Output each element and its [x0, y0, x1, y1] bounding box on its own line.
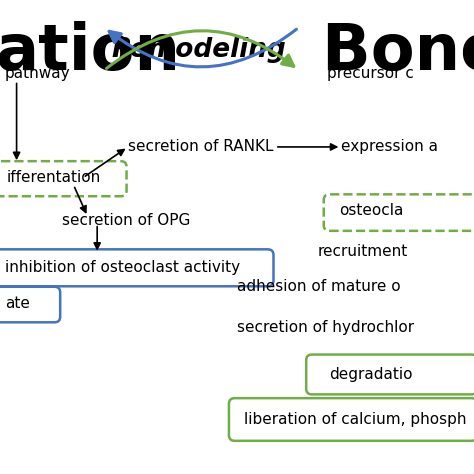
Text: Bone re: Bone re: [322, 21, 474, 83]
Text: secretion of OPG: secretion of OPG: [62, 213, 190, 228]
Text: adhesion of mature o: adhesion of mature o: [237, 279, 401, 294]
Text: Remodeling: Remodeling: [112, 37, 286, 63]
Text: ifferentation: ifferentation: [7, 170, 101, 185]
FancyBboxPatch shape: [0, 249, 273, 286]
FancyBboxPatch shape: [306, 355, 474, 394]
Text: ation: ation: [0, 21, 180, 83]
Text: osteocla: osteocla: [339, 203, 403, 219]
Text: degradatio: degradatio: [329, 367, 413, 382]
Text: inhibition of osteoclast activity: inhibition of osteoclast activity: [5, 260, 240, 275]
Text: secretion of RANKL: secretion of RANKL: [128, 139, 273, 155]
Text: expression a: expression a: [341, 139, 438, 155]
FancyBboxPatch shape: [0, 161, 127, 196]
Text: secretion of hydrochlor: secretion of hydrochlor: [237, 319, 414, 335]
Text: liberation of calcium, phosph: liberation of calcium, phosph: [244, 412, 466, 427]
FancyArrowPatch shape: [107, 31, 294, 68]
Text: pathway: pathway: [5, 66, 70, 81]
Text: ate: ate: [5, 296, 29, 311]
Text: precursor c: precursor c: [327, 66, 414, 81]
FancyArrowPatch shape: [109, 29, 296, 67]
Text: recruitment: recruitment: [318, 244, 408, 259]
FancyBboxPatch shape: [324, 194, 474, 231]
FancyBboxPatch shape: [229, 398, 474, 441]
FancyBboxPatch shape: [0, 287, 60, 322]
